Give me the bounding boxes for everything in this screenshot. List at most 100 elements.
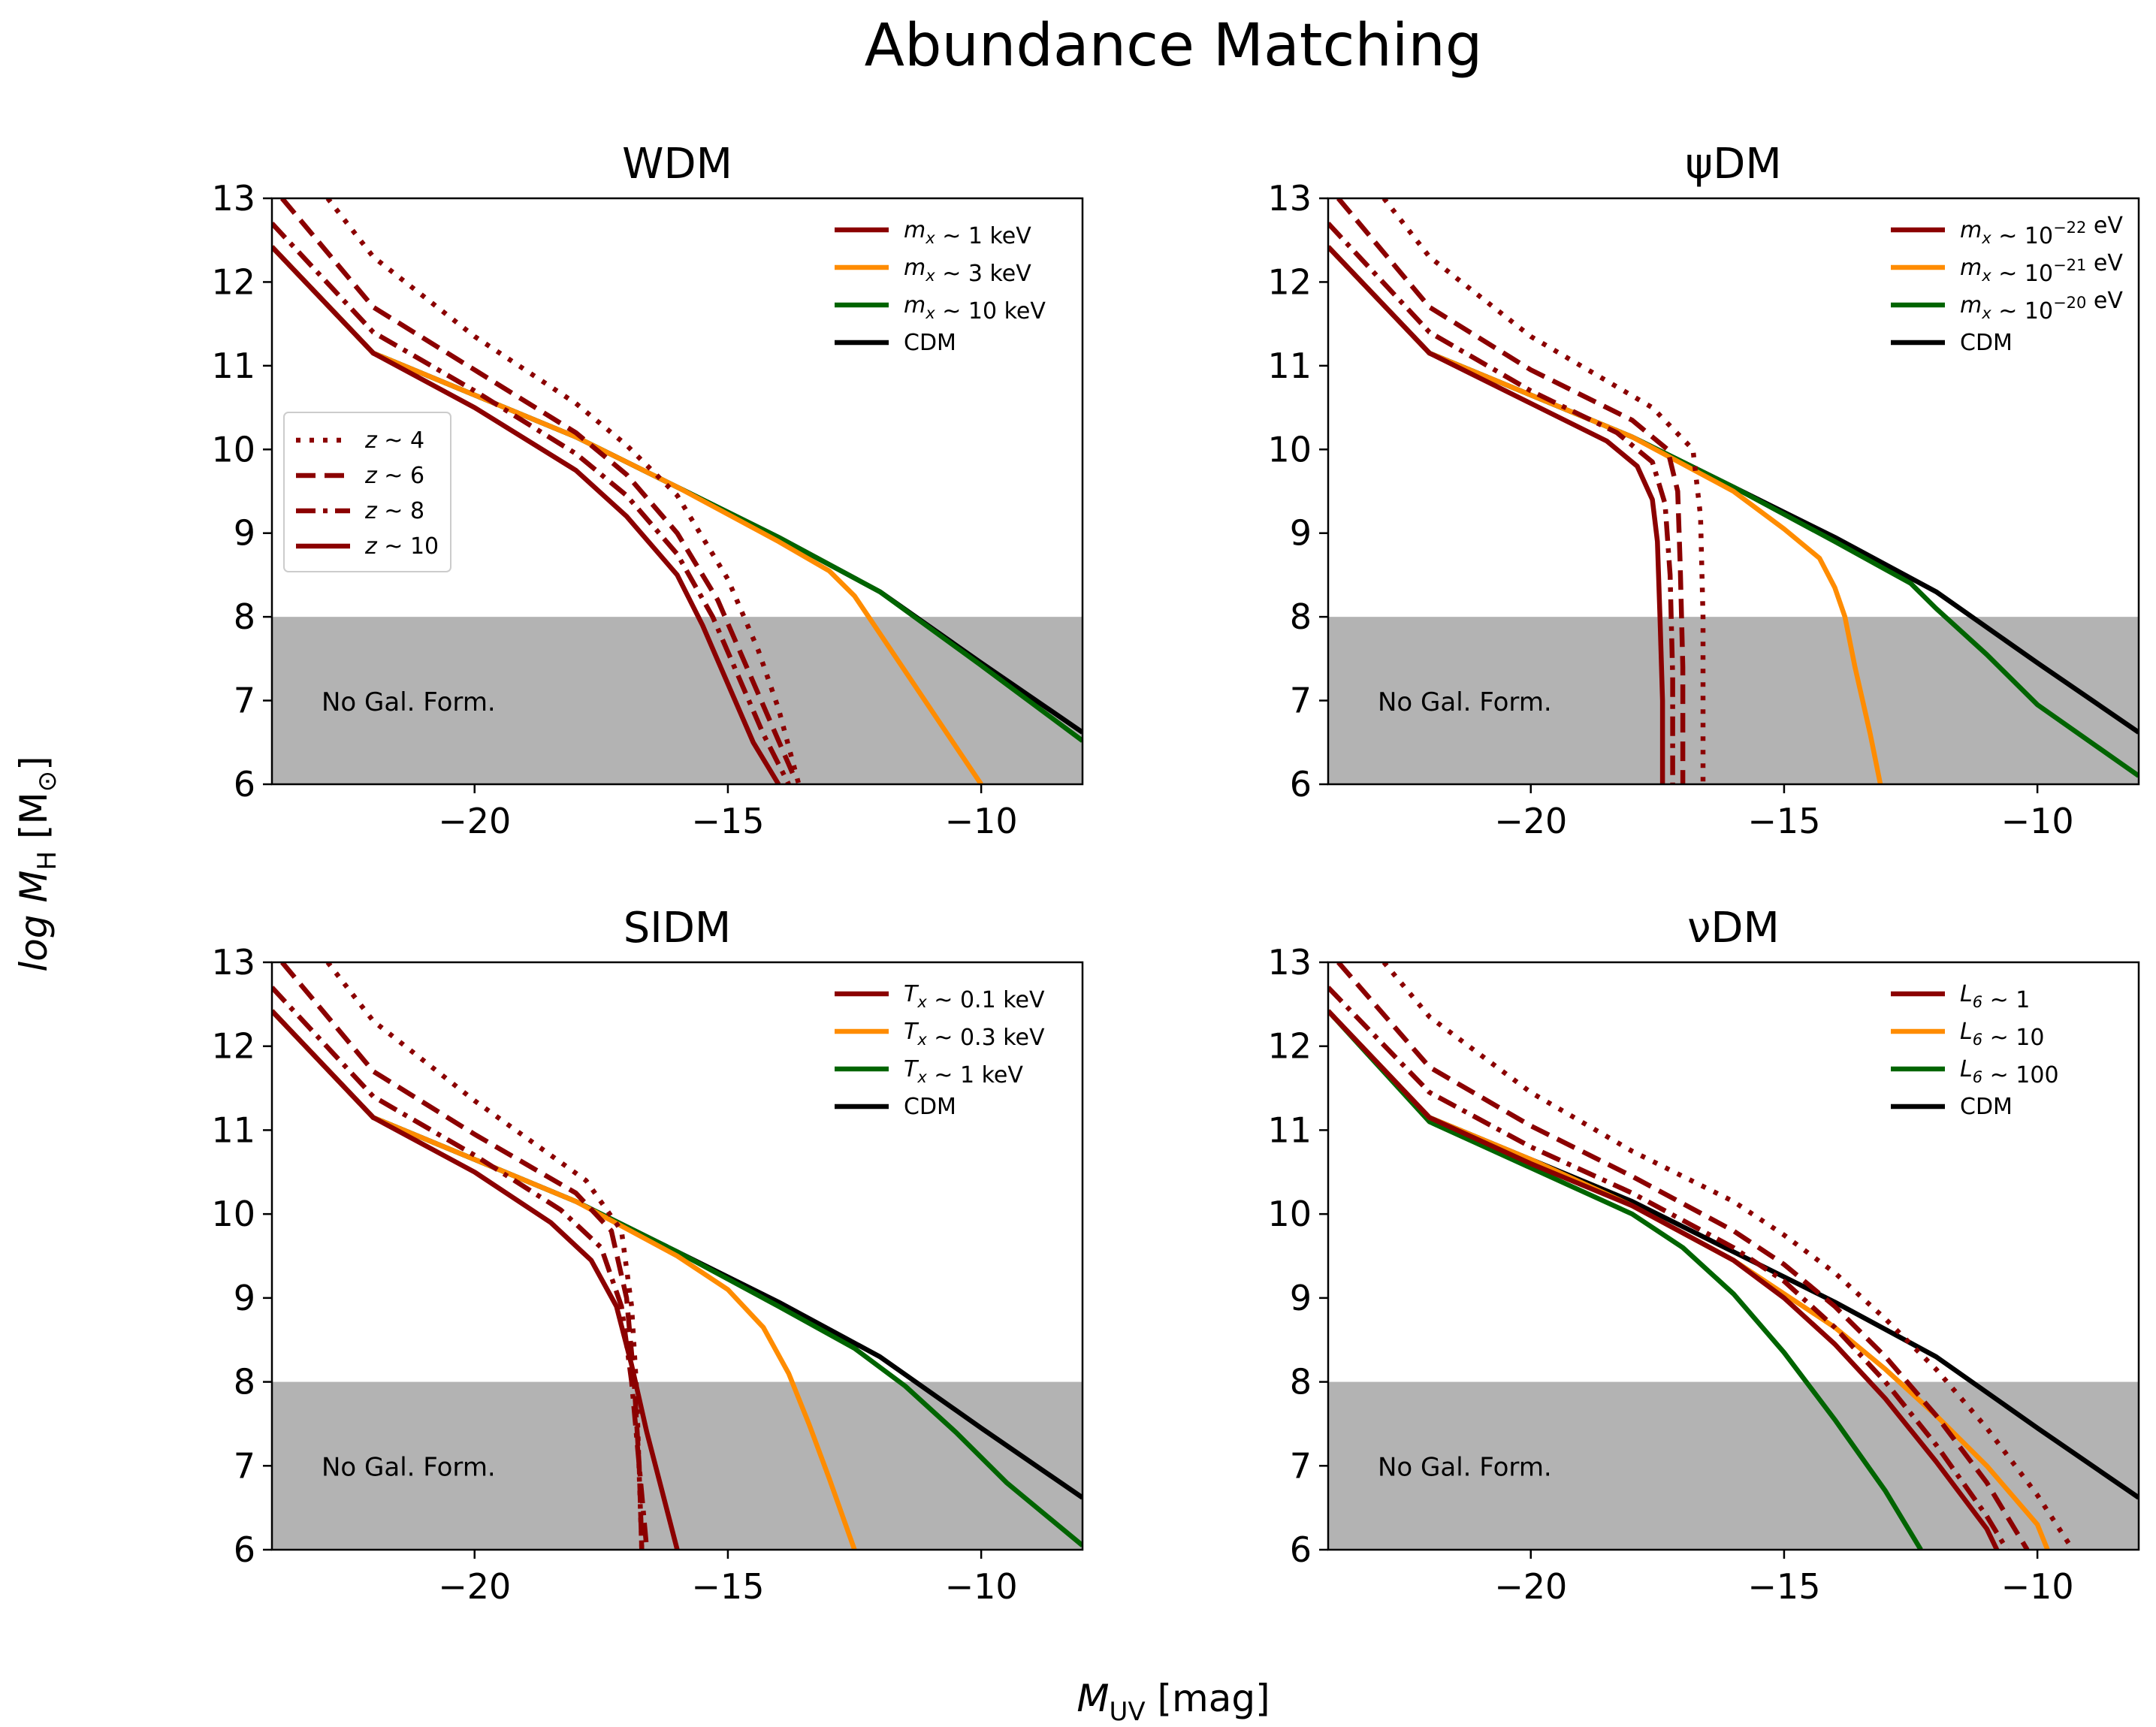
redshift-legend-box [283, 412, 451, 572]
series-line-3 [272, 245, 983, 784]
panel-title: WDM [622, 140, 732, 189]
no-formation-label: No Gal. Form. [1378, 1453, 1552, 1483]
y-tick-label: 11 [211, 1110, 255, 1150]
x-tick-label: −10 [945, 1566, 1018, 1607]
axes-frame [270, 961, 1084, 1551]
series-line-3 [1328, 245, 1883, 784]
legend-entry: mx ~ 3 keV [904, 255, 1031, 287]
no-formation-label: No Gal. Form. [322, 687, 496, 717]
x-tick-label: −20 [438, 801, 511, 841]
no-formation-label: No Gal. Form. [1378, 687, 1552, 717]
x-tick-label: −10 [2001, 1566, 2074, 1607]
legend-entry: CDM [904, 1094, 956, 1120]
panel-title: ψDM [1685, 140, 1781, 189]
y-tick-label: 10 [211, 1194, 255, 1234]
y-tick-label: 11 [1267, 346, 1312, 386]
suptitle: Abundance Matching [865, 12, 1483, 80]
legend-entry: mx ~ 10−22 eV [1960, 213, 2123, 249]
x-tick-label: −15 [691, 1566, 764, 1607]
legend-entry: Tx ~ 1 keV [904, 1056, 1023, 1088]
legend-entry: CDM [1960, 330, 2013, 356]
panels: No Gal. Form. −20 −15 −10 6 7 8 9 10 11 12 13 WDM mx … [211, 140, 2140, 1607]
series-line-6 [280, 198, 796, 777]
redshift-entry: z ~ 6 [364, 463, 424, 489]
series-line-5 [1328, 986, 2010, 1550]
panel-2: No Gal. Form. −20 −15 −10 6 7 8 9 10 11 12 13 ψDM mx … [1267, 140, 2140, 841]
series-line-7 [1381, 962, 2076, 1550]
y-tick-label: 8 [1290, 1362, 1312, 1402]
y-tick-label: 9 [234, 1278, 255, 1318]
axes-frame [1327, 961, 2140, 1551]
panel-title: νDM [1687, 904, 1780, 953]
series-line-4 [1328, 1009, 2000, 1550]
y-tick-label: 6 [234, 764, 255, 805]
axes-frame [1327, 197, 2140, 786]
y-tick-label: 10 [211, 429, 255, 469]
redshift-entry: z ~ 10 [364, 533, 439, 560]
x-tick-label: −20 [1494, 801, 1567, 841]
y-tick-label: 9 [1290, 1278, 1312, 1318]
y-tick-label: 7 [1290, 681, 1312, 721]
axes-frame [270, 197, 1084, 786]
redshift-entry: z ~ 4 [364, 427, 424, 454]
series-line-5 [1328, 222, 1675, 784]
legend-entry: mx ~ 10−20 eV [1960, 288, 2123, 325]
series-line-6 [1336, 198, 1686, 784]
series-line-4 [1328, 245, 1665, 784]
series-group [272, 962, 1083, 1550]
series-group [272, 198, 1083, 784]
y-tick-label: 12 [211, 1026, 255, 1067]
legend-entry: Tx ~ 0.3 keV [904, 1019, 1045, 1051]
x-axis-label: MUV [mag] [1076, 1677, 1270, 1727]
y-axis-label: log MH [M⊙] [12, 756, 62, 971]
model-legend: Tx ~ 0.1 keV Tx ~ 0.3 keV Tx ~ 1 keV CDM [835, 981, 1045, 1120]
legend-entry: Tx ~ 0.1 keV [904, 981, 1045, 1013]
y-tick-label: 6 [234, 1529, 255, 1570]
y-tick-label: 12 [211, 261, 255, 302]
series-group [1328, 198, 2139, 784]
y-tick-label: 6 [1290, 1529, 1312, 1570]
y-tick-label: 10 [1267, 1194, 1312, 1234]
y-tick-label: 11 [1267, 1110, 1312, 1150]
legend-entry: L6 ~ 1 [1960, 981, 2030, 1013]
panel-3: No Gal. Form. −20 −15 −10 6 7 8 9 10 11 12 13 SIDM Tx… [211, 904, 1084, 1607]
y-tick-label: 6 [1290, 764, 1312, 805]
x-tick-label: −20 [438, 1566, 511, 1607]
series-line-5 [272, 222, 791, 784]
y-tick-label: 13 [1267, 178, 1312, 219]
y-tick-label: 11 [211, 346, 255, 386]
no-formation-region [1328, 617, 2139, 784]
y-tick-label: 12 [1267, 1026, 1312, 1067]
series-group [1328, 962, 2139, 1550]
y-tick-label: 9 [234, 513, 255, 554]
y-tick-label: 12 [1267, 261, 1312, 302]
y-tick-label: 8 [1290, 596, 1312, 637]
legend-entry: CDM [1960, 1094, 2013, 1120]
no-formation-label: No Gal. Form. [322, 1453, 496, 1483]
series-line-4 [272, 1009, 680, 1550]
legend-entry: L6 ~ 10 [1960, 1019, 2044, 1051]
model-legend: mx ~ 1 keV mx ~ 3 keV mx ~ 10 keV CDM [835, 217, 1046, 356]
y-tick-label: 8 [234, 1362, 255, 1402]
y-tick-label: 7 [234, 681, 255, 721]
x-tick-label: −10 [945, 801, 1018, 841]
y-tick-label: 7 [1290, 1445, 1312, 1486]
legend-entry: mx ~ 10−21 eV [1960, 250, 2123, 287]
x-tick-label: −20 [1494, 1566, 1567, 1607]
y-tick-label: 7 [234, 1445, 255, 1486]
series-line-6 [1336, 962, 2030, 1550]
series-line-4 [272, 245, 781, 784]
series-line-2 [1328, 1009, 1923, 1550]
panel-1: No Gal. Form. −20 −15 −10 6 7 8 9 10 11 12 13 WDM mx … [211, 140, 1084, 841]
redshift-legend: z ~ 4 z ~ 6 z ~ 8 z ~ 10 [283, 412, 451, 572]
no-formation-region [272, 617, 1083, 784]
legend-entry: mx ~ 1 keV [904, 217, 1031, 249]
x-tick-label: −15 [1747, 1566, 1820, 1607]
x-tick-label: −15 [1747, 801, 1820, 841]
series-line-3 [272, 1009, 857, 1550]
series-line-7 [1381, 198, 1706, 784]
y-tick-label: 8 [234, 596, 255, 637]
redshift-entry: z ~ 8 [364, 498, 424, 524]
